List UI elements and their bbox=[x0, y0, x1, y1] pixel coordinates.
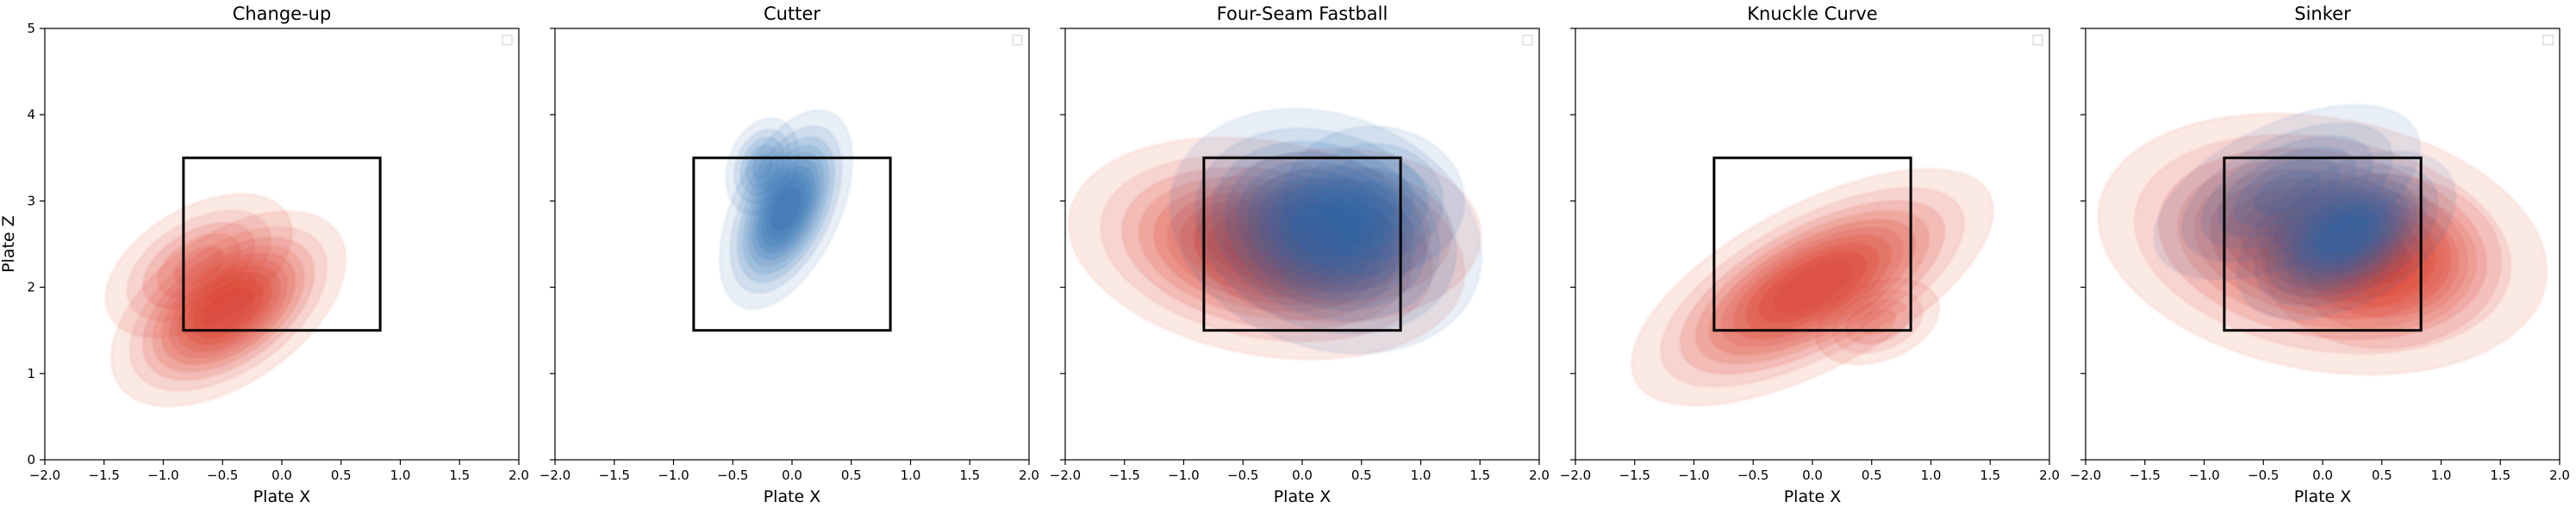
density-layer bbox=[720, 109, 853, 310]
panel-3: −2.0 −1.5 −1.0 −0.5 0.0 0.5 1.0 1.5 2.0 Knuckle C… bbox=[1560, 3, 2060, 506]
x-tick-label: −0.5 bbox=[1737, 468, 1768, 483]
x-tick-label: −1.5 bbox=[1619, 468, 1650, 483]
x-tick-label: −1.0 bbox=[147, 468, 178, 483]
x-tick-label: 1.5 bbox=[1980, 468, 2000, 483]
y-tick-label: 2 bbox=[27, 280, 35, 295]
x-axis-label: Plate X bbox=[253, 487, 311, 506]
x-tick-label: −1.5 bbox=[599, 468, 630, 483]
density-layer bbox=[1631, 169, 1993, 406]
x-tick-label: 1.0 bbox=[1411, 468, 1431, 483]
y-tick-label: 5 bbox=[27, 21, 35, 36]
x-tick-label: 1.5 bbox=[2490, 468, 2511, 483]
x-tick-label: −2.0 bbox=[2070, 468, 2101, 483]
x-tick-label: 1.0 bbox=[390, 468, 411, 483]
x-tick-label: 0.0 bbox=[271, 468, 292, 483]
density-series-0 bbox=[720, 109, 853, 310]
legend-box bbox=[1522, 34, 1533, 46]
x-tick-label: 0.5 bbox=[331, 468, 352, 483]
panel-title: Change-up bbox=[233, 3, 332, 24]
density-series-0 bbox=[1631, 169, 1993, 406]
panel-title: Sinker bbox=[2294, 3, 2351, 24]
panel-2: −2.0 −1.5 −1.0 −0.5 0.0 0.5 1.0 1.5 2.0 Four-Seam… bbox=[1050, 3, 1550, 506]
y-tick-label: 1 bbox=[27, 366, 35, 381]
density-contour bbox=[752, 153, 773, 180]
x-tick-label: −1.0 bbox=[2188, 468, 2219, 483]
x-tick-label: 1.0 bbox=[1921, 468, 1942, 483]
panel-title: Cutter bbox=[764, 3, 820, 24]
x-tick-label: −2.0 bbox=[29, 468, 60, 483]
x-tick-label: −1.5 bbox=[2130, 468, 2161, 483]
x-tick-label: 0.5 bbox=[1862, 468, 1882, 483]
x-tick-label: −2.0 bbox=[1050, 468, 1081, 483]
x-axis-label: Plate X bbox=[1784, 487, 1842, 506]
legend-box bbox=[2542, 34, 2554, 46]
panel-1: −2.0 −1.5 −1.0 −0.5 0.0 0.5 1.0 1.5 2.0 Cutter Pla… bbox=[540, 3, 1039, 506]
density-series-1 bbox=[1169, 108, 1482, 354]
x-tick-label: 1.5 bbox=[449, 468, 470, 483]
y-tick-label: 3 bbox=[27, 193, 35, 208]
x-tick-label: 0.0 bbox=[782, 468, 802, 483]
x-tick-label: 1.0 bbox=[2431, 468, 2452, 483]
x-tick-label: 1.0 bbox=[901, 468, 921, 483]
x-tick-label: 0.0 bbox=[1802, 468, 1823, 483]
x-tick-label: 2.0 bbox=[2549, 468, 2570, 483]
x-tick-label: −2.0 bbox=[1560, 468, 1591, 483]
density-layer bbox=[105, 194, 346, 407]
panel-4: −2.0 −1.5 −1.0 −0.5 0.0 0.5 1.0 1.5 2.0 Sinker Pla… bbox=[2070, 3, 2570, 506]
x-tick-label: 0.0 bbox=[2312, 468, 2333, 483]
x-tick-label: 1.5 bbox=[1469, 468, 1490, 483]
x-tick-label: −2.0 bbox=[540, 468, 571, 483]
strike-zone-box bbox=[182, 156, 382, 332]
x-tick-label: 2.0 bbox=[1019, 468, 1039, 483]
legend-box bbox=[1012, 34, 1023, 46]
x-tick-label: −1.5 bbox=[1109, 468, 1140, 483]
density-contour bbox=[203, 287, 254, 331]
density-layer bbox=[1069, 108, 1482, 360]
y-tick-label: 4 bbox=[27, 107, 35, 122]
x-tick-label: −1.0 bbox=[1168, 468, 1199, 483]
x-tick-label: −0.5 bbox=[207, 468, 238, 483]
x-tick-label: 0.5 bbox=[1351, 468, 1372, 483]
x-axis-label: Plate X bbox=[764, 487, 821, 506]
x-tick-label: 2.0 bbox=[2039, 468, 2060, 483]
x-tick-label: −1.0 bbox=[1678, 468, 1709, 483]
strike-zone-box bbox=[1712, 156, 1912, 332]
density-series-0 bbox=[105, 194, 346, 407]
legend-box bbox=[2032, 34, 2043, 46]
x-tick-label: −1.0 bbox=[658, 468, 689, 483]
x-axis-label: Plate X bbox=[2294, 487, 2352, 506]
x-tick-label: 2.0 bbox=[1529, 468, 1550, 483]
panel-title: Knuckle Curve bbox=[1747, 3, 1877, 24]
density-contour bbox=[2322, 217, 2371, 254]
strike-zone-box bbox=[1202, 156, 1402, 332]
density-contour bbox=[1773, 261, 1852, 313]
density-contour bbox=[771, 188, 801, 232]
x-tick-label: 0.0 bbox=[1292, 468, 1313, 483]
x-tick-label: −1.5 bbox=[89, 468, 120, 483]
x-tick-label: 2.0 bbox=[508, 468, 529, 483]
x-axis-label: Plate X bbox=[1274, 487, 1332, 506]
y-axis-label: Plate Z bbox=[0, 215, 18, 273]
strike-zone-box bbox=[2223, 156, 2423, 332]
density-contour bbox=[1292, 204, 1360, 258]
panel-title: Four-Seam Fastball bbox=[1217, 3, 1388, 24]
strike-zone-box bbox=[692, 156, 892, 332]
legend-box bbox=[502, 34, 513, 46]
x-tick-label: 0.5 bbox=[841, 468, 862, 483]
density-layer bbox=[2098, 104, 2548, 375]
x-tick-label: −0.5 bbox=[1227, 468, 1258, 483]
panel-0: −2.0 −1.5 −1.0 −0.5 0.0 0.5 1.0 1.5 2.0 0 1 2 3 4 5 Cha… bbox=[0, 3, 529, 506]
density-contour bbox=[1859, 309, 1896, 335]
x-tick-label: 0.5 bbox=[2372, 468, 2392, 483]
x-tick-label: 1.5 bbox=[959, 468, 980, 483]
x-tick-label: −0.5 bbox=[2248, 468, 2279, 483]
density-contour bbox=[2254, 170, 2321, 214]
y-tick-label: 0 bbox=[27, 452, 35, 468]
x-tick-label: −0.5 bbox=[717, 468, 748, 483]
